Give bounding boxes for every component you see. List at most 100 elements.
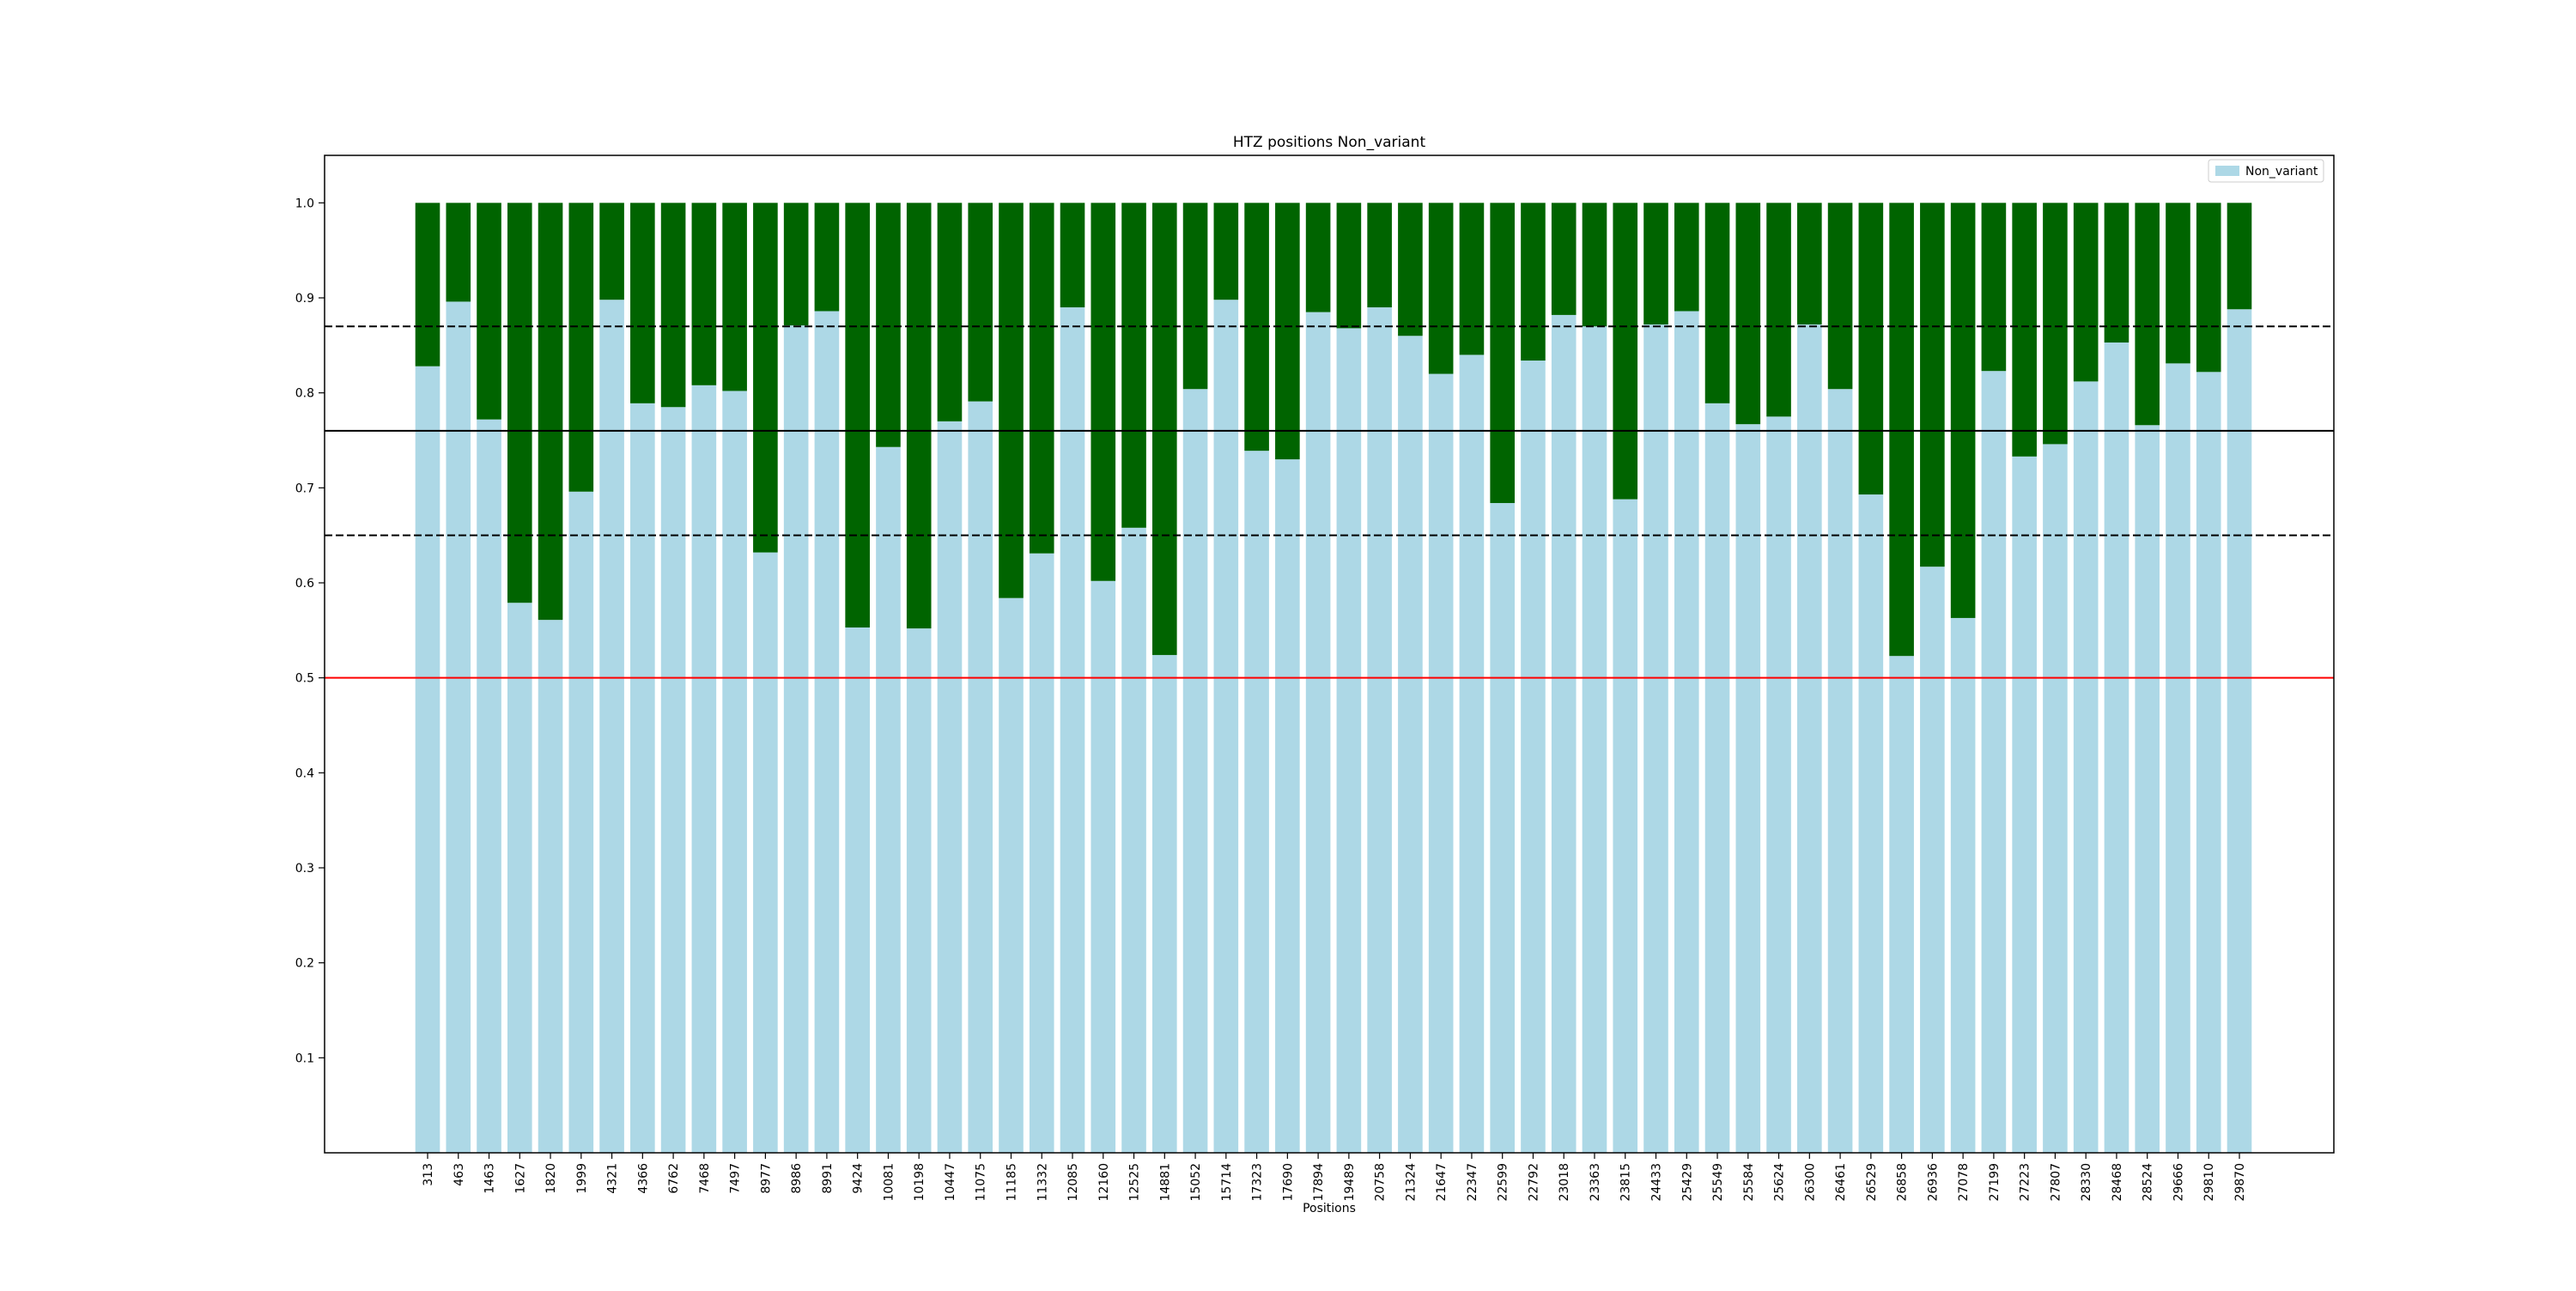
bar-non-variant-28330 [2073, 381, 2099, 1153]
bar-non-variant-12085 [1060, 307, 1085, 1153]
bar-non-variant-313 [415, 366, 440, 1153]
bar-remainder-28330 [2073, 203, 2099, 382]
x-tick-label: 26461 [1834, 1163, 1848, 1202]
bar-non-variant-21647 [1428, 373, 1454, 1153]
bar-remainder-10198 [906, 203, 932, 629]
bar-non-variant-29810 [2196, 372, 2221, 1153]
bar-remainder-8991 [814, 203, 840, 312]
bar-remainder-22599 [1490, 203, 1515, 504]
x-tick-label: 9424 [852, 1163, 866, 1194]
bar-non-variant-4366 [630, 403, 655, 1154]
x-tick-label: 11332 [1036, 1163, 1049, 1202]
bar-remainder-11075 [968, 203, 993, 402]
bar-non-variant-1627 [507, 603, 532, 1153]
bar-non-variant-1820 [538, 620, 563, 1153]
bar-non-variant-25624 [1766, 416, 1791, 1154]
x-tick-label: 23018 [1558, 1163, 1571, 1202]
plot-frame [324, 155, 2335, 1154]
x-tick-label: 11185 [1005, 1163, 1018, 1202]
bar-non-variant-12525 [1121, 527, 1146, 1153]
bar-non-variant-24433 [1643, 324, 1668, 1153]
bar-non-variant-22347 [1459, 355, 1485, 1153]
bar-non-variant-11185 [999, 597, 1024, 1153]
bar-non-variant-25549 [1704, 403, 1730, 1154]
bar-non-variant-17690 [1275, 459, 1300, 1153]
bar-non-variant-27199 [1981, 371, 2007, 1154]
bar-remainder-10081 [876, 203, 901, 447]
bar-non-variant-23815 [1613, 499, 1638, 1153]
bar-remainder-27807 [2043, 203, 2068, 445]
bar-non-variant-28468 [2104, 342, 2129, 1153]
x-tick-label: 7468 [698, 1163, 712, 1194]
bar-non-variant-26529 [1858, 494, 1884, 1153]
x-tick-label: 28524 [2142, 1163, 2155, 1202]
x-tick-label: 21647 [1435, 1163, 1449, 1202]
bar-remainder-22347 [1459, 203, 1485, 355]
y-tick-label: 0.7 [295, 482, 314, 495]
bar-remainder-25429 [1674, 203, 1699, 312]
x-tick-label: 463 [453, 1163, 466, 1186]
x-tick-label: 23815 [1619, 1163, 1633, 1202]
bar-remainder-21324 [1398, 203, 1423, 336]
bar-remainder-12160 [1091, 203, 1116, 581]
bar-remainder-27078 [1950, 203, 1976, 618]
y-tick-label: 0.8 [295, 387, 314, 401]
bar-remainder-4366 [630, 203, 655, 403]
bar-remainder-22792 [1521, 203, 1546, 361]
x-tick-label: 10081 [882, 1163, 896, 1202]
x-tick-label: 14881 [1158, 1163, 1172, 1202]
y-tick-label: 0.2 [295, 957, 314, 971]
bar-remainder-25584 [1735, 203, 1761, 425]
bar-non-variant-11075 [968, 401, 993, 1153]
x-tick-label: 22347 [1466, 1163, 1479, 1202]
x-tick-label: 29666 [2172, 1163, 2185, 1202]
x-tick-label: 19489 [1343, 1163, 1357, 1202]
bar-non-variant-10081 [876, 446, 901, 1153]
x-tick-label: 17894 [1312, 1163, 1326, 1202]
bar-remainder-27223 [2012, 203, 2037, 457]
y-tick-label: 0.4 [295, 767, 314, 780]
bar-non-variant-25584 [1735, 424, 1761, 1153]
bar-non-variant-28524 [2135, 425, 2160, 1153]
bar-remainder-29870 [2227, 203, 2252, 310]
x-tick-label: 6762 [667, 1163, 681, 1194]
x-tick-label: 26300 [1803, 1163, 1817, 1202]
bar-non-variant-14881 [1152, 655, 1177, 1153]
bar-non-variant-15714 [1213, 300, 1239, 1154]
bar-remainder-7497 [722, 203, 747, 391]
bar-remainder-11332 [1029, 203, 1054, 554]
x-tick-label: 20758 [1374, 1163, 1388, 1202]
bar-remainder-23363 [1582, 203, 1607, 327]
bar-non-variant-1463 [477, 419, 501, 1153]
bar-remainder-26858 [1889, 203, 1914, 657]
bar-remainder-20758 [1367, 203, 1392, 308]
x-axis-label: Positions [1303, 1202, 1356, 1215]
legend-box [2208, 159, 2324, 183]
bar-remainder-4321 [599, 203, 624, 300]
x-ticks: 313 463 1463 1627 1820 1999 4321 4366 6762 7468 74… [422, 1153, 2247, 1202]
chart-title: HTZ positions Non_variant [1233, 134, 1426, 151]
bar-non-variant-23363 [1582, 326, 1607, 1153]
x-tick-label: 29810 [2202, 1163, 2216, 1202]
x-tick-label: 27223 [2019, 1163, 2032, 1202]
bar-non-variant-27078 [1950, 617, 1976, 1153]
x-tick-label: 17323 [1251, 1163, 1265, 1202]
bar-non-variant-27807 [2043, 444, 2068, 1153]
bar-non-variant-20758 [1367, 307, 1392, 1153]
x-tick-label: 27199 [1988, 1163, 2002, 1202]
x-tick-label: 25584 [1742, 1163, 1756, 1202]
x-tick-label: 12160 [1097, 1163, 1111, 1202]
bar-non-variant-6762 [660, 407, 686, 1153]
bar-remainder-26461 [1827, 203, 1853, 390]
bar-non-variant-12160 [1091, 580, 1116, 1153]
bar-non-variant-19489 [1336, 328, 1362, 1153]
bar-remainder-1627 [507, 203, 532, 603]
x-tick-label: 25624 [1773, 1163, 1787, 1202]
bar-remainder-17690 [1275, 203, 1300, 460]
bar-remainder-1820 [538, 203, 563, 621]
x-tick-label: 4366 [636, 1163, 650, 1194]
bar-remainder-8977 [753, 203, 778, 553]
bar-remainder-21647 [1428, 203, 1454, 374]
x-tick-label: 22599 [1497, 1163, 1510, 1202]
